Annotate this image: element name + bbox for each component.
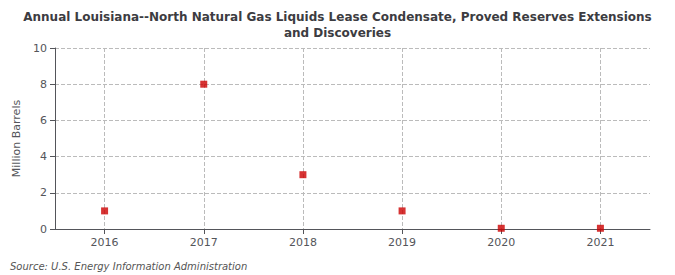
svg-text:Source: U.S. Energy Informatio: Source: U.S. Energy Information Administ… (10, 261, 247, 272)
svg-text:2018: 2018 (289, 236, 317, 249)
svg-text:6: 6 (40, 114, 47, 127)
svg-text:8: 8 (40, 78, 47, 91)
svg-text:2020: 2020 (487, 236, 515, 249)
svg-text:4: 4 (40, 150, 47, 163)
svg-text:2021: 2021 (586, 236, 614, 249)
svg-text:Annual Louisiana--North Natura: Annual Louisiana--North Natural Gas Liqu… (23, 10, 652, 24)
svg-text:2019: 2019 (388, 236, 416, 249)
svg-text:2: 2 (40, 186, 47, 199)
svg-text:2016: 2016 (91, 236, 119, 249)
svg-text:0: 0 (40, 223, 47, 236)
svg-text:Million Barrels: Million Barrels (10, 100, 23, 178)
svg-text:2017: 2017 (190, 236, 218, 249)
svg-text:10: 10 (33, 42, 47, 55)
svg-text:and Discoveries: and Discoveries (284, 26, 391, 40)
